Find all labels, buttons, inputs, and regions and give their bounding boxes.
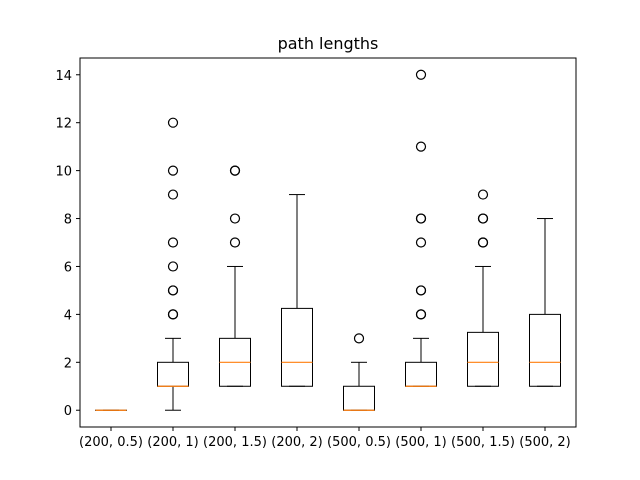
- outlier-point: [229, 165, 241, 176]
- iqr-box: [405, 361, 437, 387]
- outlier-point: [415, 141, 427, 152]
- outlier-point: [167, 261, 179, 272]
- outlier-point: [415, 285, 427, 296]
- x-tick-label: (500, 1.5): [451, 435, 515, 450]
- iqr-box: [529, 313, 561, 387]
- x-tick-label: (500, 1): [395, 435, 447, 450]
- iqr-box: [467, 331, 499, 387]
- iqr-box: [343, 385, 375, 411]
- outlier-point: [477, 189, 489, 200]
- x-tick-label: (200, 0.5): [79, 435, 143, 450]
- iqr-box: [281, 307, 313, 387]
- outlier-point: [415, 309, 427, 320]
- outlier-point: [477, 213, 489, 224]
- x-tick-label: (500, 2): [519, 435, 571, 450]
- outlier-point: [229, 237, 241, 248]
- outlier-point: [415, 69, 427, 80]
- outlier-point: [167, 117, 179, 128]
- outlier-point: [167, 309, 179, 320]
- y-tick-label: 10: [55, 165, 72, 180]
- y-tick-label: 2: [64, 356, 72, 371]
- chart-title: path lengths: [278, 34, 379, 53]
- outlier-point: [477, 237, 489, 248]
- outlier-point: [415, 213, 427, 224]
- x-tick-label: (200, 1.5): [203, 435, 267, 450]
- outlier-point: [167, 285, 179, 296]
- x-tick-label: (200, 1): [147, 435, 199, 450]
- axes-frame: [79, 57, 577, 428]
- plot-area: 0 2 4 6 8 10 12 14 (200, 0.5) (200, 1) (200, 1.5) (…: [55, 57, 577, 450]
- y-tick-label: 12: [55, 117, 72, 132]
- outlier-point: [167, 237, 179, 248]
- iqr-box: [157, 361, 189, 387]
- outlier-point: [353, 333, 365, 344]
- y-tick-label: 14: [55, 69, 72, 84]
- y-tick-label: 0: [64, 404, 72, 419]
- x-tick-label: (500, 0.5): [327, 435, 391, 450]
- x-tick-label: (200, 2): [271, 435, 323, 450]
- y-tick-label: 4: [64, 308, 72, 323]
- outlier-point: [229, 213, 241, 224]
- y-tick-label: 6: [64, 260, 72, 275]
- outlier-point: [167, 165, 179, 176]
- outlier-point: [415, 237, 427, 248]
- outlier-point: [167, 189, 179, 200]
- y-tick-label: 8: [64, 213, 72, 228]
